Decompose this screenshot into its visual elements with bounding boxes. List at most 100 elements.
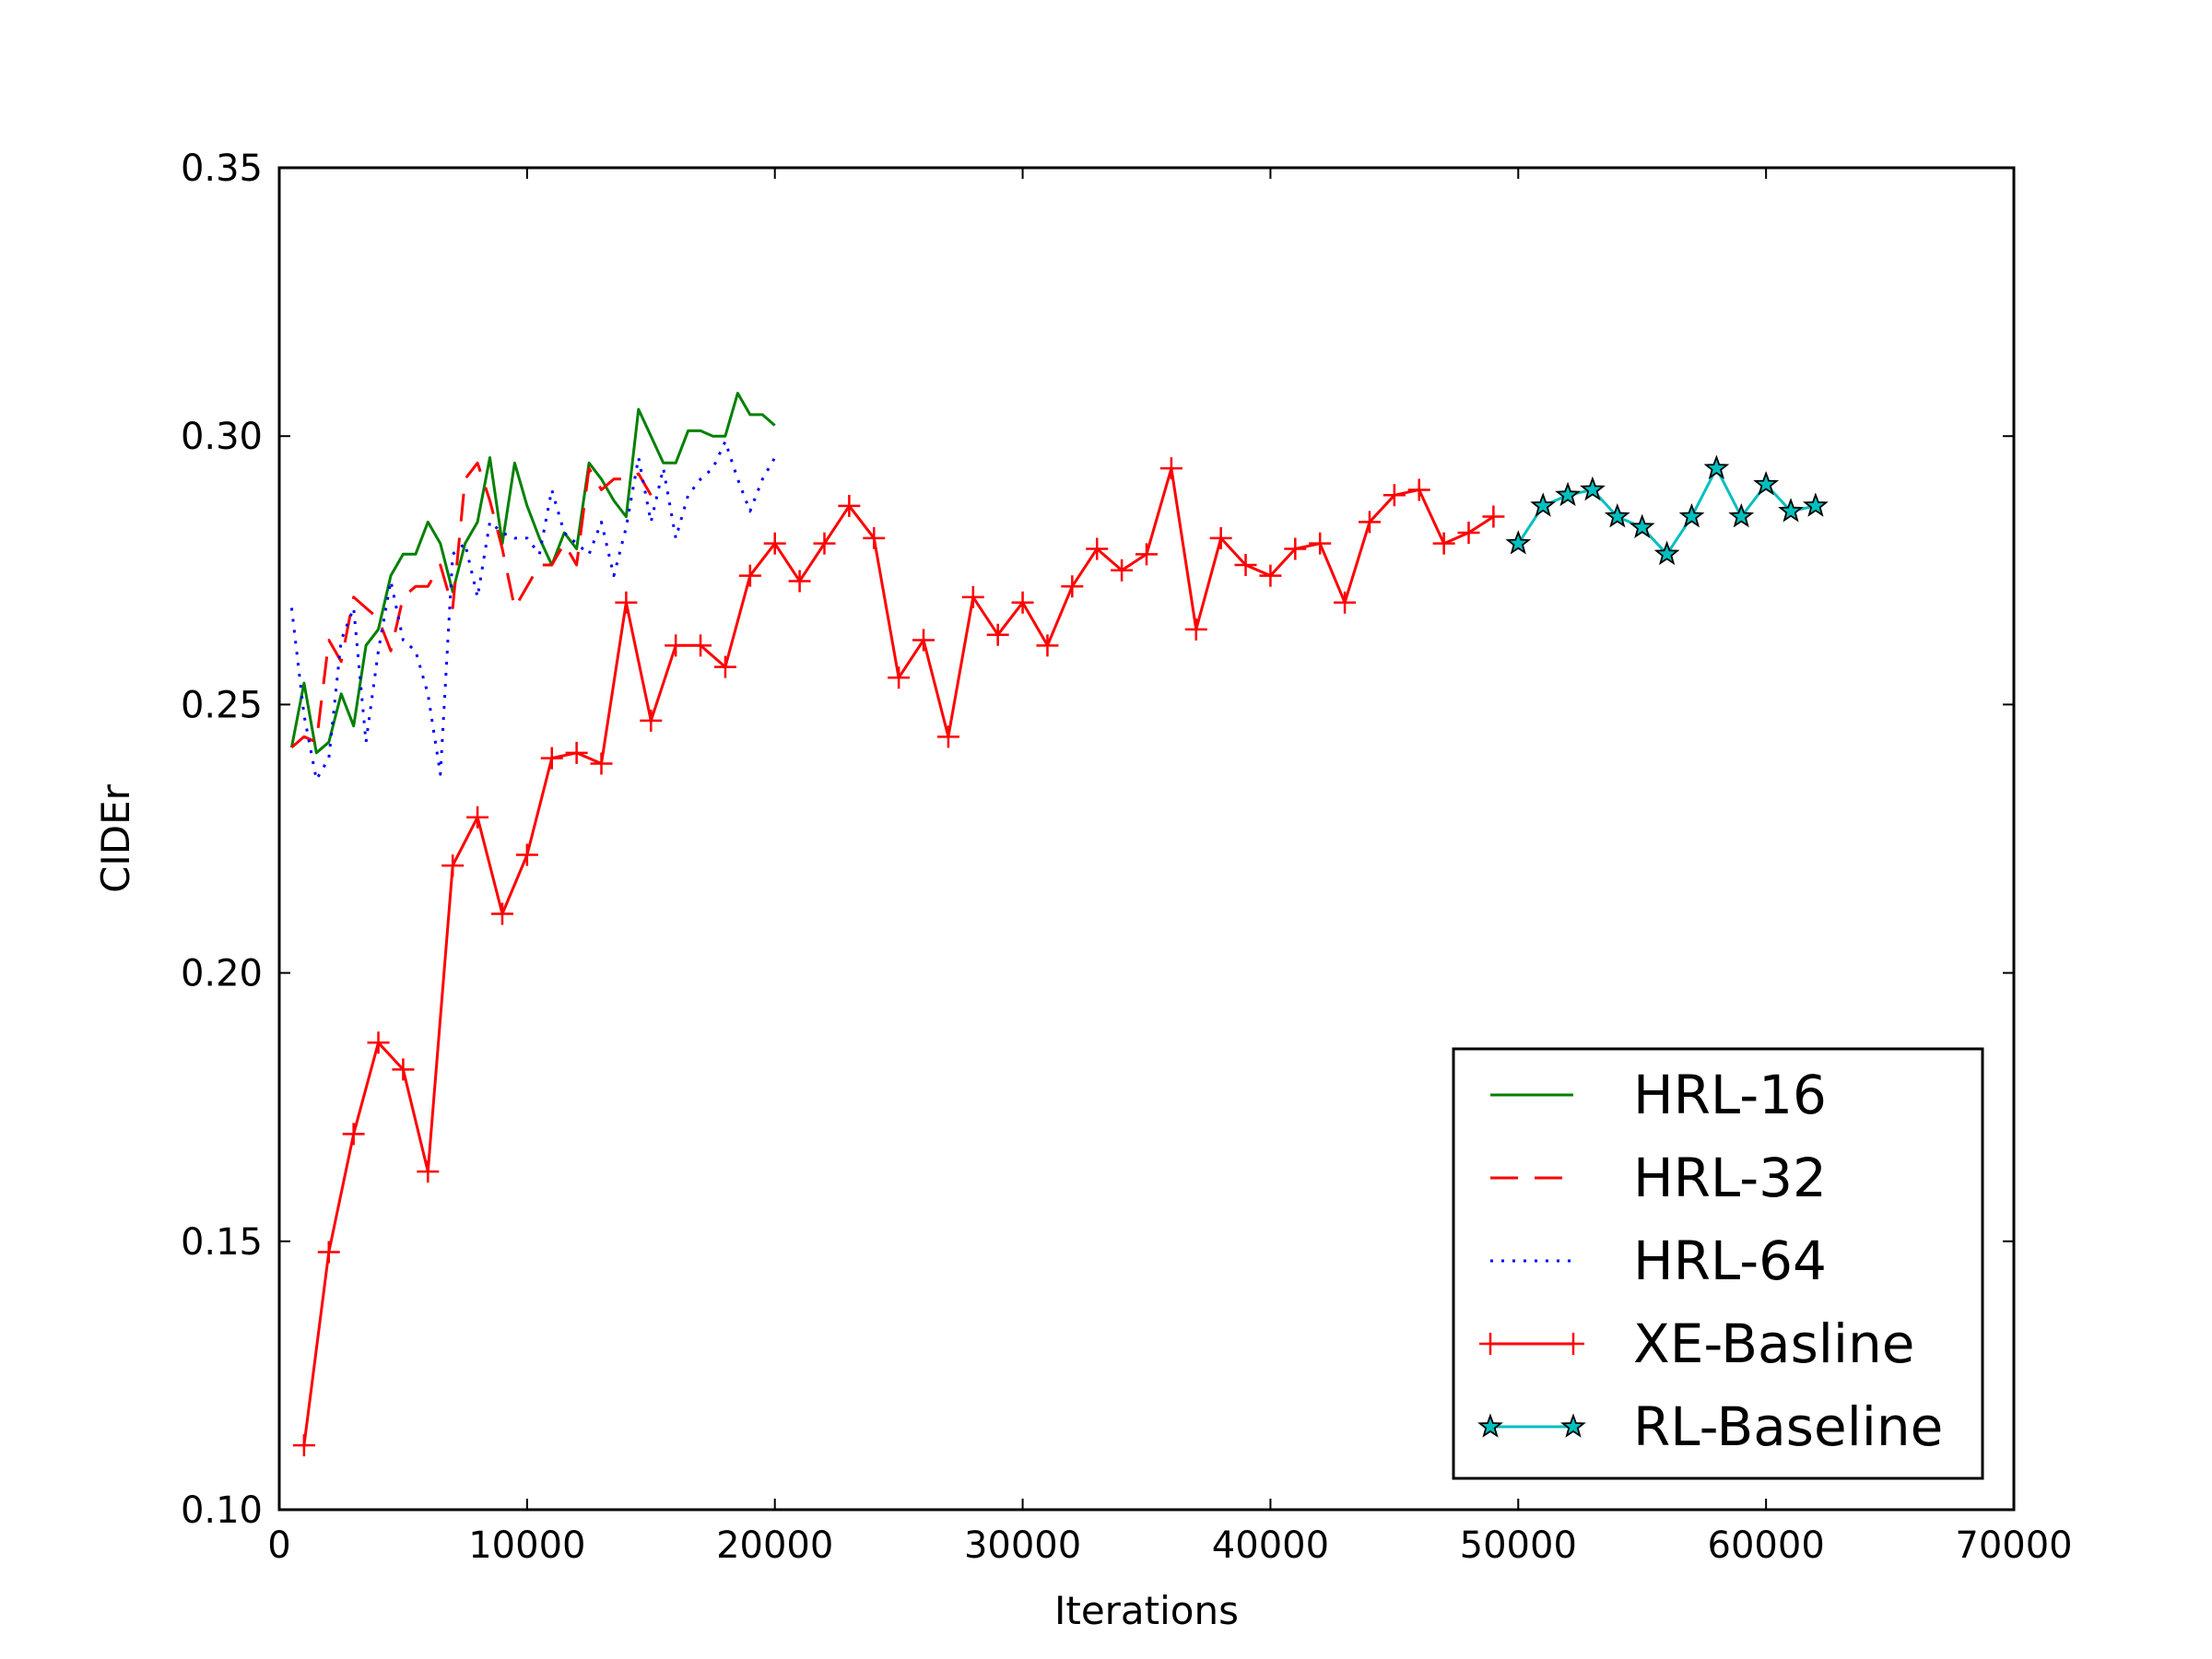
data-point — [713, 655, 736, 678]
data-point — [863, 526, 886, 549]
x-tick-label: 50000 — [1460, 1524, 1577, 1567]
data-point — [565, 741, 588, 764]
series-line-hrl-16 — [289, 392, 776, 755]
data-point — [1407, 478, 1430, 501]
data-point — [838, 494, 861, 517]
y-tick-label: 0.10 — [181, 1489, 263, 1532]
legend-label-rl-baseline: RL-Baseline — [1633, 1395, 1943, 1458]
data-point — [1309, 532, 1332, 555]
legend-marker — [1479, 1333, 1501, 1355]
data-point — [1382, 484, 1406, 507]
data-point — [540, 747, 563, 770]
x-tick-label: 60000 — [1708, 1524, 1825, 1567]
x-tick-label: 20000 — [716, 1524, 833, 1567]
data-point — [1284, 537, 1307, 560]
data-point — [813, 532, 836, 555]
data-point — [1482, 505, 1505, 528]
data-point — [1209, 526, 1232, 549]
legend-label-xe-basline: XE-Basline — [1633, 1312, 1914, 1375]
plot-frame — [277, 166, 2016, 1512]
data-point — [1604, 503, 1630, 528]
data-point — [1753, 470, 1780, 496]
data-point — [1629, 513, 1655, 539]
x-tick-label: 10000 — [468, 1524, 585, 1567]
data-point — [417, 1160, 440, 1183]
data-point — [1803, 492, 1829, 517]
legend-label-hrl-32: HRL-32 — [1633, 1147, 1827, 1209]
y-tick-label: 0.35 — [181, 147, 263, 190]
data-point — [615, 591, 638, 614]
data-point — [640, 709, 663, 732]
data-point — [1334, 591, 1357, 614]
data-point — [1778, 498, 1804, 523]
data-point — [367, 1031, 390, 1054]
data-point — [961, 585, 984, 608]
y-tick-label: 0.30 — [181, 416, 263, 458]
data-point — [986, 623, 1009, 646]
series-hrl-64 — [289, 440, 777, 782]
y-tick-label: 0.15 — [181, 1221, 263, 1264]
data-point — [1432, 532, 1455, 555]
data-point — [1061, 575, 1084, 598]
data-point — [1086, 537, 1109, 560]
x-tick-label: 70000 — [1955, 1524, 2072, 1567]
data-point — [1135, 543, 1158, 566]
ticks-layer: 0 10000 20000 30000 40000 50000 60000 70000 0.10… — [181, 147, 2073, 1567]
y-tick-label: 0.20 — [181, 953, 263, 995]
data-point — [936, 725, 959, 748]
data-point — [788, 570, 811, 593]
legend-marker — [1477, 1413, 1503, 1438]
data-point — [1580, 476, 1606, 501]
series-rl-baseline — [1505, 454, 1829, 566]
data-point — [1159, 457, 1182, 480]
data-point — [1728, 503, 1755, 528]
data-point — [1111, 559, 1134, 582]
series-line-hrl-64 — [289, 440, 777, 782]
data-point — [1358, 511, 1381, 534]
x-tick-label: 40000 — [1212, 1524, 1329, 1567]
legend-frame — [1452, 1047, 1984, 1480]
data-point — [1505, 530, 1532, 555]
data-point — [1011, 591, 1034, 614]
data-point — [763, 532, 786, 555]
data-point — [1703, 454, 1730, 480]
x-tick-label: 0 — [267, 1524, 290, 1567]
legend: HRL-16 HRL-32 HRL-64 XE-Basline RL-Baseline — [1452, 1047, 1984, 1480]
series-line-hrl-32 — [290, 461, 653, 749]
data-point — [1457, 522, 1480, 545]
series-hrl-16 — [289, 392, 776, 755]
data-point — [888, 666, 911, 689]
series-layer — [289, 392, 1829, 1457]
data-point — [1678, 503, 1705, 528]
data-point — [1555, 481, 1581, 507]
data-point — [441, 854, 465, 877]
legend-marker — [1560, 1413, 1586, 1438]
y-axis-title: CIDEr — [93, 783, 138, 893]
data-point — [1530, 492, 1557, 517]
data-point — [317, 1241, 340, 1264]
series-xe-basline — [292, 457, 1505, 1457]
data-point — [392, 1058, 415, 1081]
data-point — [342, 1123, 365, 1146]
data-point — [1653, 540, 1680, 566]
data-point — [1036, 634, 1059, 657]
data-point — [912, 629, 935, 652]
data-point — [1184, 618, 1207, 641]
data-point — [665, 634, 688, 657]
legend-label-hrl-64: HRL-64 — [1633, 1230, 1827, 1292]
x-tick-label: 30000 — [964, 1524, 1081, 1567]
legend-marker — [1562, 1333, 1584, 1355]
data-point — [466, 806, 489, 829]
data-point — [515, 843, 538, 866]
data-point — [490, 902, 513, 925]
x-axis-title: Iterations — [1054, 1588, 1239, 1633]
data-point — [292, 1434, 315, 1457]
series-hrl-32 — [290, 461, 653, 749]
y-tick-label: 0.25 — [181, 684, 263, 726]
data-point — [738, 564, 761, 587]
data-point — [1259, 564, 1282, 587]
data-point — [689, 634, 712, 657]
legend-label-hrl-16: HRL-16 — [1633, 1064, 1827, 1126]
data-point — [1234, 553, 1257, 576]
